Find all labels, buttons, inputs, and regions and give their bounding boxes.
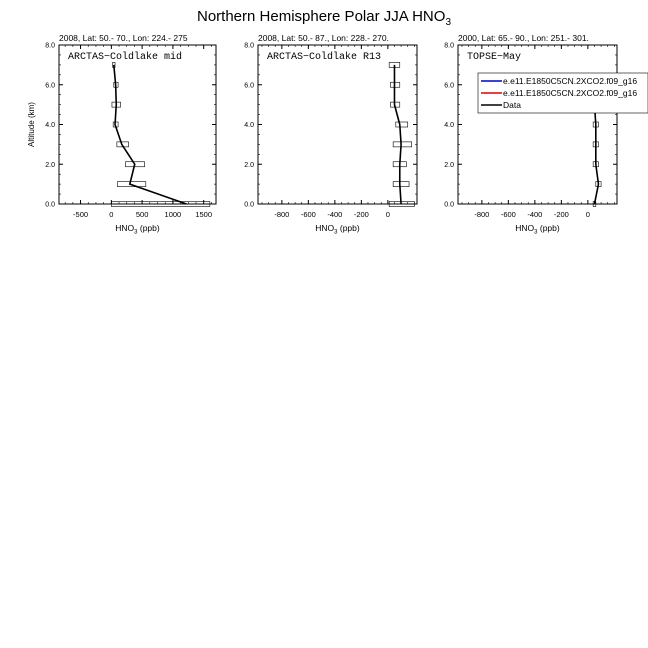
panel-subtitle: 2000, Lat: 65.- 90., Lon: 251.- 301. <box>458 33 589 43</box>
figure-title: Northern Hemisphere Polar JJA HNO3 <box>197 8 451 28</box>
data-line <box>393 64 402 205</box>
x-tick-label: 0 <box>109 210 113 219</box>
panel-subtitle: 2008, Lat: 50.- 70., Lon: 224.- 275 <box>59 33 188 43</box>
chart-panel-3: 2000, Lat: 65.- 90., Lon: 251.- 301. TOPS… <box>444 33 648 236</box>
chart-panel-1: 2008, Lat: 50.- 70., Lon: 224.- 275 ARCTA… <box>27 33 217 236</box>
x-tick-label: 1000 <box>165 210 182 219</box>
y-tick-label: 6.0 <box>444 82 454 89</box>
chart-panel-2: 2008, Lat: 50.- 87., Lon: 228.- 270. ARCT… <box>244 33 418 236</box>
y-tick-label: 2.0 <box>444 162 454 169</box>
x-tick-label: -800 <box>474 210 489 219</box>
y-tick-label: 8.0 <box>45 43 55 50</box>
x-axis-label: HNO3 (ppb) <box>515 223 560 236</box>
error-box <box>388 201 415 207</box>
legend-entry-label: Data <box>503 100 521 110</box>
y-tick-label: 0.0 <box>444 202 454 209</box>
data-line <box>112 64 187 205</box>
x-tick-label: 0 <box>386 210 390 219</box>
y-tick-label: 6.0 <box>244 82 254 89</box>
y-tick-label: 2.0 <box>45 162 55 169</box>
plot-frame <box>257 44 418 205</box>
x-tick-label: -400 <box>327 210 342 219</box>
error-box <box>111 201 211 207</box>
error-box <box>392 181 410 187</box>
y-tick-label: 4.0 <box>444 122 454 129</box>
y-tick-label: 6.0 <box>45 82 55 89</box>
x-tick-label: -600 <box>301 210 316 219</box>
x-tick-label: -600 <box>501 210 516 219</box>
y-tick-label: 4.0 <box>244 122 254 129</box>
legend-entry-label: e.e11.E1850C5CN.2XCO2.f09_g16 <box>503 76 637 86</box>
campaign-label: ARCTAS−Coldlake mid <box>68 51 182 63</box>
x-axis-label: HNO3 (ppb) <box>115 223 160 236</box>
x-tick-label: 1500 <box>195 210 212 219</box>
legend-box <box>477 72 648 114</box>
y-tick-label: 0.0 <box>45 202 55 209</box>
plot-frame <box>58 44 217 205</box>
x-tick-label: -200 <box>354 210 369 219</box>
y-tick-label: 0.0 <box>244 202 254 209</box>
error-box <box>392 141 412 148</box>
error-box <box>395 121 409 128</box>
panel-subtitle: 2008, Lat: 50.- 87., Lon: 228.- 270. <box>258 33 389 43</box>
x-tick-label: -800 <box>274 210 289 219</box>
y-axis-label: Altitude (km) <box>27 102 36 147</box>
x-tick-label: -200 <box>554 210 569 219</box>
campaign-label: TOPSE−May <box>467 52 521 63</box>
x-tick-label: -500 <box>73 210 88 219</box>
y-tick-label: 8.0 <box>244 43 254 50</box>
x-tick-label: -400 <box>527 210 542 219</box>
y-tick-label: 2.0 <box>244 162 254 169</box>
y-tick-label: 8.0 <box>444 43 454 50</box>
campaign-label: ARCTAS−Coldlake R13 <box>267 51 381 63</box>
legend-entry-label: e.e11.E1850C5CN.2XCO2.f09_g16 <box>503 88 637 98</box>
error-box <box>117 181 147 187</box>
y-tick-label: 4.0 <box>45 122 55 129</box>
error-box <box>125 161 145 168</box>
x-axis-label: HNO3 (ppb) <box>315 223 360 236</box>
x-tick-label: 500 <box>136 210 149 219</box>
x-tick-label: 0 <box>586 210 590 219</box>
